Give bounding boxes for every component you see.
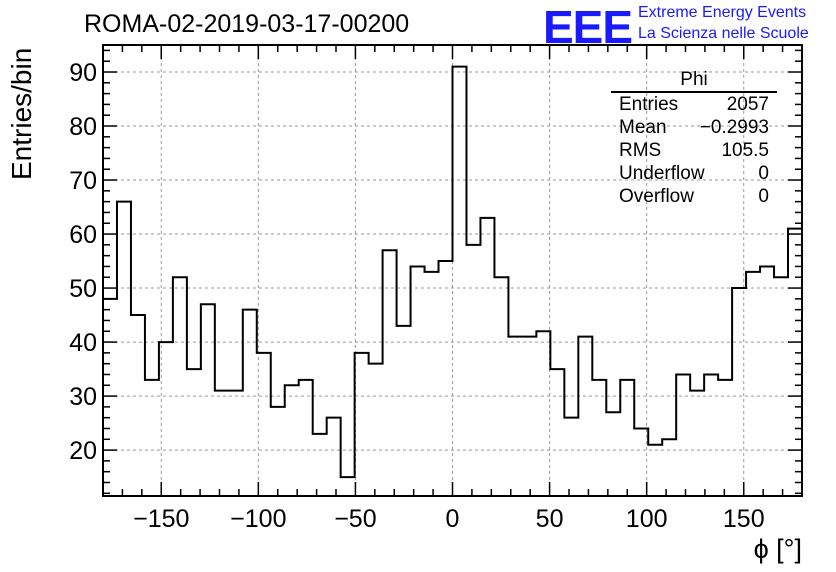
histogram-bin bbox=[173, 277, 187, 496]
histogram-bin bbox=[536, 331, 550, 496]
x-tick-label: 50 bbox=[536, 505, 564, 533]
histogram-bin bbox=[480, 218, 494, 496]
y-tick-label: 20 bbox=[69, 437, 97, 465]
histogram-bin bbox=[676, 374, 690, 496]
histogram-bin bbox=[201, 304, 215, 496]
stats-value: 2057 bbox=[726, 94, 769, 115]
stats-value: 0 bbox=[758, 186, 769, 207]
histogram-bin bbox=[341, 477, 355, 496]
histogram-bin bbox=[578, 337, 592, 496]
histogram-bin bbox=[383, 250, 397, 496]
histogram-bin bbox=[327, 418, 341, 496]
histogram-bin bbox=[425, 272, 439, 496]
histogram-bin bbox=[620, 380, 634, 496]
histogram-bin bbox=[774, 277, 788, 496]
histogram-bin bbox=[606, 412, 620, 496]
histogram-bin bbox=[131, 315, 145, 496]
histogram-bin bbox=[215, 391, 229, 496]
histogram-bin bbox=[648, 445, 662, 496]
histogram-bin bbox=[453, 67, 467, 496]
stats-box: Phi Entries 2057 Mean −0.2993 RMS 105.5 Und… bbox=[611, 68, 777, 208]
histogram-bin bbox=[187, 369, 201, 496]
x-tick-label: 0 bbox=[446, 505, 460, 533]
y-tick-label: 80 bbox=[69, 113, 97, 141]
histogram-bin bbox=[550, 369, 564, 496]
histogram-bin bbox=[159, 342, 173, 496]
stats-row-entries: Entries 2057 bbox=[611, 93, 777, 116]
stats-label: Overflow bbox=[619, 186, 694, 207]
y-axis-label: Entries/bin bbox=[6, 47, 37, 180]
x-tick-label: −50 bbox=[334, 505, 376, 533]
stats-row-overflow: Overflow 0 bbox=[611, 185, 777, 208]
histogram-bin bbox=[369, 364, 383, 496]
stats-row-rms: RMS 105.5 bbox=[611, 139, 777, 162]
histogram-bin bbox=[662, 439, 676, 496]
x-tick-label: −150 bbox=[133, 505, 189, 533]
histogram-bin bbox=[592, 380, 606, 496]
stats-label: RMS bbox=[619, 140, 662, 161]
y-tick-label: 40 bbox=[69, 329, 97, 357]
histogram-bin bbox=[103, 299, 117, 496]
y-tick-label: 90 bbox=[69, 59, 97, 87]
histogram-bin bbox=[313, 434, 327, 496]
logo-line-1: Extreme Energy Events bbox=[638, 4, 807, 21]
eee-logo: EEE bbox=[543, 1, 633, 53]
histogram-bin bbox=[466, 245, 480, 496]
histogram-bin bbox=[229, 391, 243, 496]
histogram-bin bbox=[522, 337, 536, 496]
histogram-bin bbox=[257, 353, 271, 496]
y-tick-label: 70 bbox=[69, 167, 97, 195]
histogram-bin bbox=[439, 261, 453, 496]
stats-title: Phi bbox=[611, 68, 777, 93]
x-tick-label: 100 bbox=[626, 505, 668, 533]
histogram-bin bbox=[564, 418, 578, 496]
histogram-bin bbox=[788, 229, 802, 496]
histogram-bin bbox=[145, 380, 159, 496]
histogram-series-line bbox=[103, 65, 802, 479]
histogram-bin bbox=[117, 202, 131, 496]
stats-label: Entries bbox=[619, 94, 679, 115]
histogram-bin bbox=[494, 277, 508, 496]
chart-title: ROMA-02-2019-03-17-00200 bbox=[84, 10, 410, 38]
stats-value: 0 bbox=[758, 163, 769, 184]
stats-label: Underflow bbox=[619, 163, 705, 184]
stats-row-mean: Mean −0.2993 bbox=[611, 116, 777, 139]
histogram-bin bbox=[299, 380, 313, 496]
histogram-bin bbox=[355, 353, 369, 496]
histogram-bin bbox=[508, 337, 522, 496]
histogram-bin bbox=[634, 428, 648, 496]
histogram-bin bbox=[690, 391, 704, 496]
logo-line-2: La Scienza nelle Scuole bbox=[638, 25, 809, 42]
histogram-bin bbox=[732, 288, 746, 496]
histogram-bin bbox=[397, 326, 411, 496]
y-tick-label: 50 bbox=[69, 275, 97, 303]
histogram-bin bbox=[411, 266, 425, 496]
x-tick-label: −100 bbox=[230, 505, 286, 533]
histogram-bin bbox=[718, 380, 732, 496]
y-tick-label: 30 bbox=[69, 383, 97, 411]
histogram-bin bbox=[746, 272, 760, 496]
stats-label: Mean bbox=[619, 117, 667, 138]
histogram-bin bbox=[760, 266, 774, 496]
x-axis-label: ϕ [°] bbox=[753, 534, 802, 564]
histogram-bin bbox=[243, 310, 257, 496]
stats-row-underflow: Underflow 0 bbox=[611, 162, 777, 185]
histogram-bin bbox=[285, 385, 299, 496]
histogram-bin bbox=[271, 407, 285, 496]
stats-value: 105.5 bbox=[721, 140, 769, 161]
x-tick-label: 150 bbox=[723, 505, 765, 533]
y-tick-label: 60 bbox=[69, 221, 97, 249]
plot-frame bbox=[102, 44, 803, 497]
histogram-bin bbox=[704, 374, 718, 496]
stats-value: −0.2993 bbox=[699, 117, 769, 138]
